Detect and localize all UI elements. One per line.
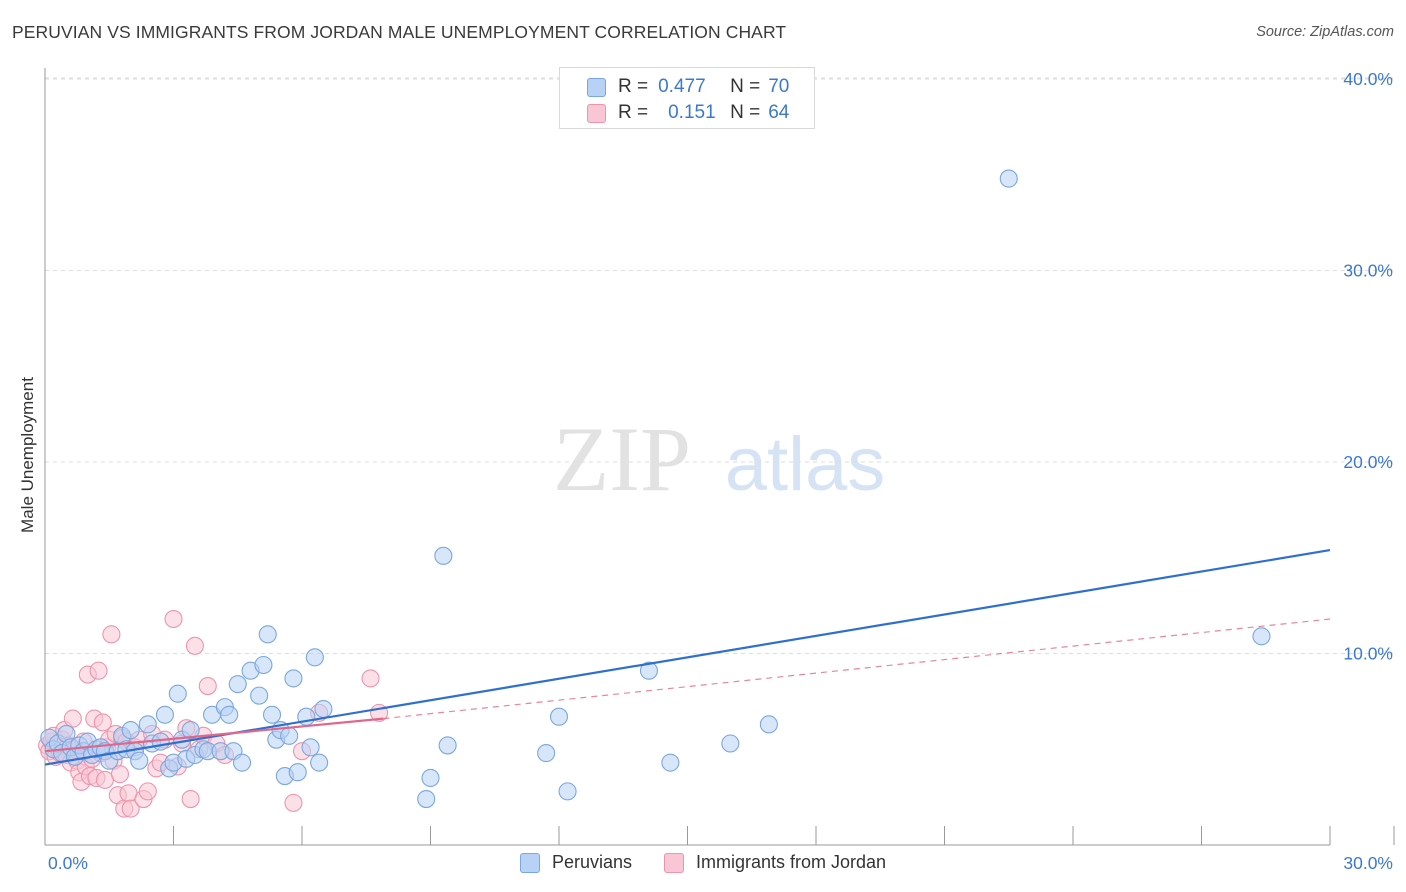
peruvian-point xyxy=(250,686,269,705)
peruvian-point xyxy=(258,625,277,644)
jordan-point xyxy=(361,669,380,688)
legend-n-value: 64 xyxy=(768,102,790,123)
watermark-zip: ZIP xyxy=(553,408,691,510)
peruvian-point xyxy=(305,648,324,667)
peruvian-point xyxy=(314,699,333,719)
legend-n-label: N = xyxy=(730,102,761,123)
peruvian-point xyxy=(301,738,320,757)
peruvian-point xyxy=(280,726,299,745)
source-label: Source: ZipAtlas.com xyxy=(1256,24,1394,40)
peruvian-point xyxy=(168,684,187,703)
jordan-point xyxy=(284,793,303,812)
jordan-point xyxy=(185,636,204,655)
peruvian-point xyxy=(254,655,273,675)
peruvian-point xyxy=(232,753,252,772)
y-tick-label: 10.0% xyxy=(1343,644,1393,664)
peruvian-trend-line xyxy=(44,549,1331,766)
tick-labels: 10.0% 20.0% 30.0% 40.0% 0.0% 30.0% xyxy=(48,69,1393,873)
jordan-point xyxy=(63,709,82,728)
peruvian-point xyxy=(759,715,778,734)
peruvian-point xyxy=(549,707,569,726)
legend-n-value: 70 xyxy=(768,76,790,97)
trend-lines xyxy=(44,549,1331,766)
peruvian-point xyxy=(721,734,740,753)
jordan-point xyxy=(181,789,200,809)
jordan-trend-line xyxy=(44,717,384,753)
jordan-point xyxy=(102,625,121,644)
peruvian-point xyxy=(661,753,680,772)
peruvian-point xyxy=(639,661,659,680)
peruvian-point xyxy=(417,789,436,809)
peruvian-point xyxy=(220,705,239,724)
legend-swatch-pink xyxy=(663,852,684,873)
peruvian-point xyxy=(262,705,282,724)
legend-item-peruvians: Peruvians xyxy=(519,852,632,873)
peruvian-point xyxy=(310,753,329,772)
series-legend: Peruvians Immigrants from Jordan xyxy=(0,852,1406,873)
peruvian-point xyxy=(558,782,577,801)
peruvian-point xyxy=(155,705,174,724)
jordan-point xyxy=(164,609,183,629)
y-tick-label: 40.0% xyxy=(1343,69,1393,89)
peruvian-point xyxy=(537,744,556,763)
peruvian-point xyxy=(438,736,457,755)
jordan-point xyxy=(121,799,140,818)
legend-r-value: 0.151 xyxy=(668,102,716,123)
peruvian-point xyxy=(284,669,303,688)
y-tick-label: 30.0% xyxy=(1343,261,1393,281)
x-tick-label: 0.0% xyxy=(48,853,88,873)
peruvian-point xyxy=(999,169,1018,188)
peruvian-point xyxy=(228,675,247,694)
legend-r-label: R = xyxy=(618,76,649,97)
peruvian-point xyxy=(181,721,200,740)
legend-item-jordan: Immigrants from Jordan xyxy=(663,852,887,873)
legend-r-value: 0.477 xyxy=(658,76,706,97)
legend-swatch-blue xyxy=(519,852,540,873)
peruvian-point xyxy=(288,763,307,782)
gridlines xyxy=(45,77,1394,654)
peruvian-point xyxy=(121,721,140,740)
legend-r-label: R = xyxy=(618,102,649,123)
x-tick-label: 30.0% xyxy=(1343,853,1393,873)
jordan-point xyxy=(198,677,217,696)
jordan-point xyxy=(138,782,157,801)
peruvian-point xyxy=(421,768,440,788)
chart-title: PERUVIAN VS IMMIGRANTS FROM JORDAN MALE … xyxy=(12,22,787,42)
jordan-trend-extension xyxy=(383,618,1331,720)
correlation-legend: R = 0.477 N = 70 R = 0.151 N = 64 xyxy=(559,67,815,129)
y-tick-label: 20.0% xyxy=(1343,452,1393,472)
watermark-atlas: atlas xyxy=(725,422,886,507)
jordan-point xyxy=(110,765,130,784)
legend-swatch-pink xyxy=(587,103,606,123)
legend-swatch-blue xyxy=(587,77,606,97)
jordan-point xyxy=(89,661,108,680)
legend-row-jordan: R = 0.151 N = 64 xyxy=(560,100,789,126)
peruvian-point xyxy=(130,751,149,770)
legend-n-label: N = xyxy=(730,76,761,97)
legend-label-jordan: Immigrants from Jordan xyxy=(695,852,887,872)
peruvian-point xyxy=(434,546,453,565)
axes xyxy=(44,68,1395,846)
peruvian-point xyxy=(138,715,157,734)
peruvian-point xyxy=(1252,627,1271,646)
jordan-point xyxy=(93,713,112,732)
watermark: ZIP atlas xyxy=(553,408,885,510)
legend-label-peruvians: Peruvians xyxy=(551,852,632,872)
legend-row-peruvians: R = 0.477 N = 70 xyxy=(560,74,789,100)
